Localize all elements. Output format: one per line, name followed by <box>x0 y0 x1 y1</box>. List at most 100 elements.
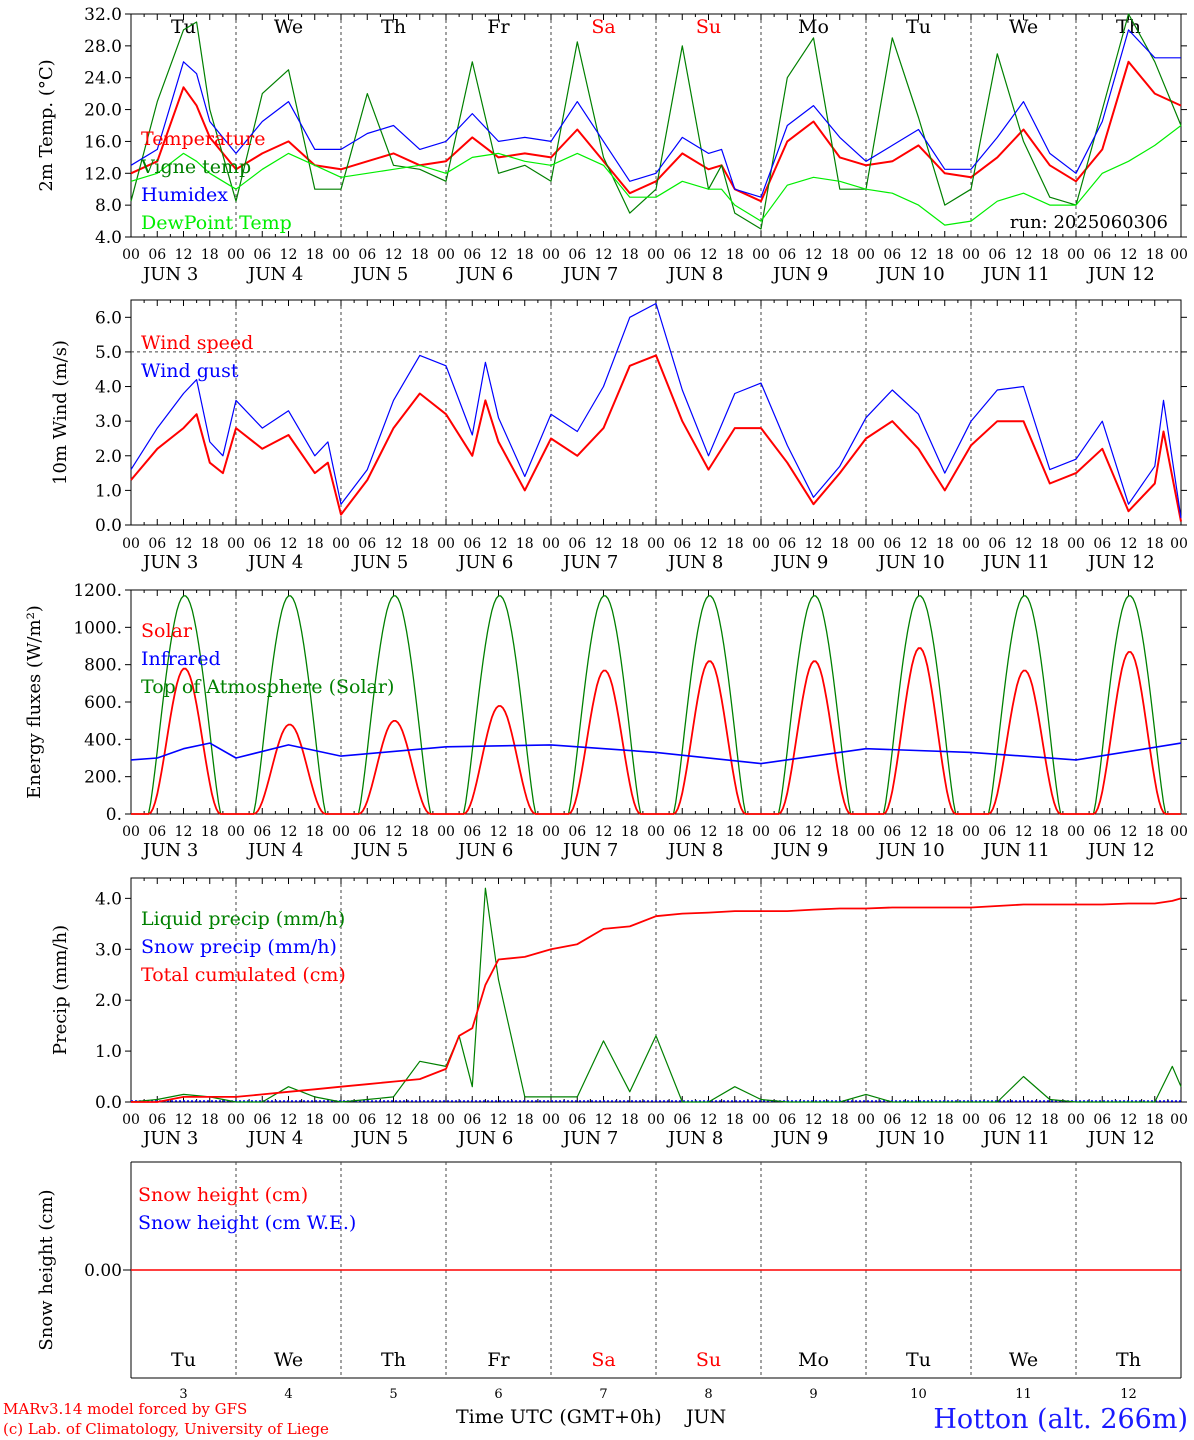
y-tick-label: 12.0 <box>84 164 122 184</box>
y-tick-label: 0.00 <box>84 1261 122 1281</box>
y-tick-label: 0.0 <box>95 516 122 536</box>
series-line <box>130 29 1181 198</box>
hour-label: 12 <box>1120 824 1138 840</box>
hour-label: 12 <box>490 536 508 552</box>
date-label: JUN 5 <box>351 840 408 861</box>
hour-label: 06 <box>988 536 1006 552</box>
hour-label: 06 <box>778 824 796 840</box>
hour-label: 06 <box>1093 824 1111 840</box>
y-axis-label: Precip (mm/h) <box>50 925 71 1055</box>
weekday-label: We <box>1009 1349 1038 1371</box>
day-number-label: 6 <box>494 1387 502 1402</box>
hour-label: 06 <box>673 536 691 552</box>
series-line <box>131 647 1181 815</box>
panel-1: 4.0 8.0 12.0 16.0 20.0 24.0 28.0 32.0 2m Temp. (… <box>36 5 1188 285</box>
hour-label: 12 <box>1015 536 1033 552</box>
hour-label: 12 <box>1015 247 1033 263</box>
panel-3: 0. 200. 400. 600. 800. 1000. 1200. Energy fluxe… <box>24 581 1188 861</box>
date-label: JUN 8 <box>666 552 723 573</box>
hour-label: 00 <box>857 1112 875 1128</box>
hour-label: 12 <box>595 1112 613 1128</box>
panel-frame <box>130 299 1182 526</box>
weekday-label: Th <box>381 1349 406 1371</box>
hour-label: 06 <box>253 824 271 840</box>
hour-label: 00 <box>542 247 560 263</box>
hour-label: 18 <box>1041 247 1059 263</box>
hour-label: 12 <box>490 1112 508 1128</box>
legend-snow-height-cm: Snow height (cm) <box>138 1184 308 1206</box>
date-label: JUN 8 <box>666 264 723 285</box>
hour-label: 06 <box>253 247 271 263</box>
legend-infrared: Infrared <box>141 648 221 670</box>
y-tick-label: 20.0 <box>84 101 122 121</box>
copyright-credit: (c) Lab. of Climatology, University of L… <box>3 1420 329 1438</box>
date-label: JUN 6 <box>456 552 513 573</box>
series-line <box>130 302 1182 519</box>
hour-label: 12 <box>175 247 193 263</box>
hour-label: 00 <box>1170 247 1188 263</box>
panel-frame <box>130 13 1182 238</box>
date-label: JUN 5 <box>351 264 408 285</box>
day-number-label: 8 <box>704 1387 712 1402</box>
hour-label: 00 <box>1067 824 1085 840</box>
hour-label: 00 <box>857 247 875 263</box>
legend-total-cumulated-cm: Total cumulated (cm) <box>141 964 346 986</box>
legend-snow-height-cm-we: Snow height (cm W.E.) <box>138 1212 356 1234</box>
hour-label: 12 <box>1120 1112 1138 1128</box>
weekday-label: We <box>274 1349 303 1371</box>
hour-label: 06 <box>568 824 586 840</box>
series-line <box>130 13 1182 230</box>
hour-label: 18 <box>831 824 849 840</box>
weekday-label: We <box>274 16 303 38</box>
hour-label: 18 <box>1041 1112 1059 1128</box>
hour-label: 18 <box>201 1112 219 1128</box>
y-tick-label: 5.0 <box>95 343 122 363</box>
hour-label: 00 <box>437 824 455 840</box>
hour-label: 12 <box>490 824 508 840</box>
hour-label: 00 <box>752 1112 770 1128</box>
hour-label: 00 <box>1067 536 1085 552</box>
hour-label: 12 <box>595 824 613 840</box>
hour-label: 00 <box>962 247 980 263</box>
model-credit: MARv3.14 model forced by GFS <box>3 1400 247 1418</box>
date-label: JUN 6 <box>456 264 513 285</box>
date-label: JUN 12 <box>1086 1128 1155 1149</box>
day-number-label: 9 <box>809 1387 817 1402</box>
hour-label: 18 <box>831 536 849 552</box>
series-line <box>131 897 1182 1103</box>
date-label: JUN 4 <box>246 840 303 861</box>
weekday-label: Mo <box>798 16 829 38</box>
hour-label: 06 <box>568 1112 586 1128</box>
hour-label: 00 <box>227 824 245 840</box>
y-axis-label: Snow height (cm) <box>36 1189 57 1350</box>
y-tick-label: 1.0 <box>95 1042 122 1062</box>
hour-label: 00 <box>542 824 560 840</box>
hour-label: 18 <box>936 824 954 840</box>
date-label: JUN 3 <box>141 1128 198 1149</box>
date-label: JUN 11 <box>981 840 1050 861</box>
legend-top-of-atmosphere-solar: Top of Atmosphere (Solar) <box>141 676 394 698</box>
weekday-label: Th <box>381 16 406 38</box>
hour-label: 12 <box>595 536 613 552</box>
weekday-label: Sa <box>591 16 615 38</box>
y-tick-label: 4.0 <box>95 378 122 398</box>
weekday-label: Fr <box>487 16 510 38</box>
hour-label: 18 <box>411 1112 429 1128</box>
hour-label: 00 <box>332 536 350 552</box>
date-label: JUN 7 <box>561 1128 618 1149</box>
hour-label: 12 <box>910 824 928 840</box>
day-number-label: 11 <box>1015 1387 1032 1402</box>
series-line <box>130 60 1182 203</box>
legend-temperature: Temperature <box>141 128 265 150</box>
hour-label: 12 <box>595 247 613 263</box>
series-line <box>130 887 1182 1103</box>
date-label: JUN 6 <box>456 840 513 861</box>
hour-label: 06 <box>778 1112 796 1128</box>
hour-label: 12 <box>700 536 718 552</box>
date-label: JUN 9 <box>771 264 828 285</box>
hour-label: 06 <box>883 824 901 840</box>
hour-label: 06 <box>148 1112 166 1128</box>
hour-label: 00 <box>1067 1112 1085 1128</box>
hour-label: 06 <box>988 824 1006 840</box>
hour-label: 00 <box>962 536 980 552</box>
